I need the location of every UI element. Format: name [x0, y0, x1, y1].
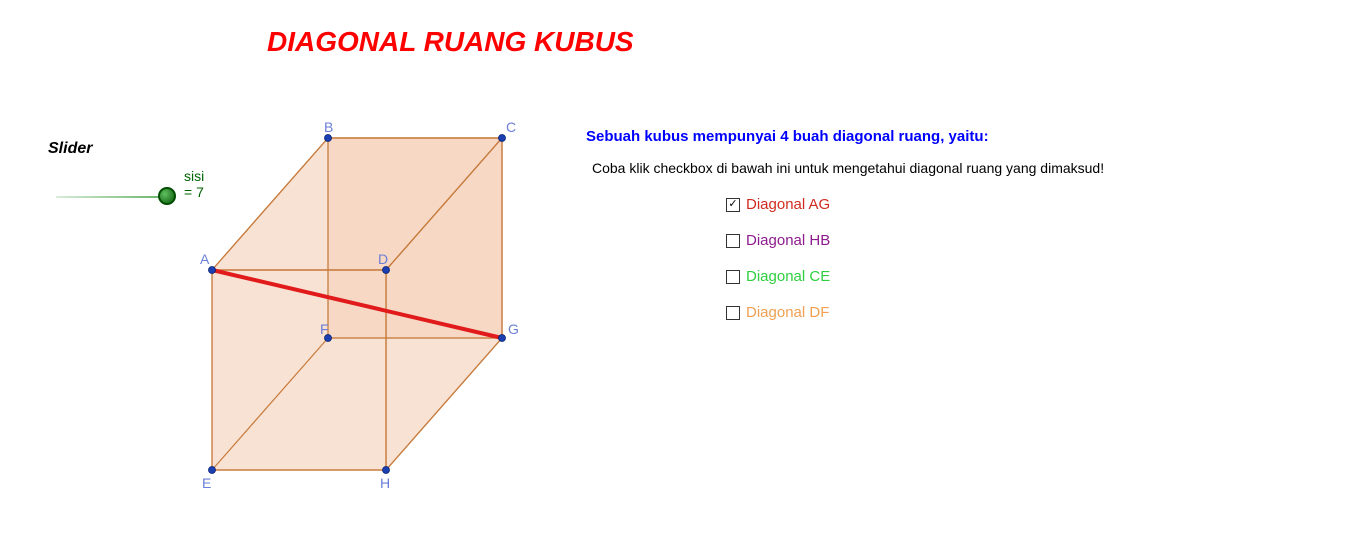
slider-label: Slider [48, 140, 92, 158]
slider-knob[interactable] [158, 187, 176, 205]
checkbox-box-icon [726, 270, 740, 284]
slider-widget[interactable]: Slider sisi = 7 [48, 140, 92, 158]
checkbox-diagonal-ag[interactable]: ✓ Diagonal AG [726, 196, 830, 213]
checkbox-box-icon: ✓ [726, 198, 740, 212]
svg-text:F: F [320, 321, 329, 337]
svg-text:D: D [378, 251, 388, 267]
checkbox-label: Diagonal HB [746, 232, 830, 249]
cube-diagram: A B C D E F G H [176, 110, 546, 530]
panel-subtext: Coba klik checkbox di bawah ini untuk me… [592, 160, 1104, 176]
checkbox-diagonal-df[interactable]: Diagonal DF [726, 304, 829, 321]
svg-text:H: H [380, 475, 390, 491]
checkbox-box-icon [726, 306, 740, 320]
page-title: DIAGONAL RUANG KUBUS [267, 26, 634, 58]
svg-text:B: B [324, 119, 333, 135]
checkbox-diagonal-ce[interactable]: Diagonal CE [726, 268, 830, 285]
panel-heading: Sebuah kubus mempunyai 4 buah diagonal r… [586, 128, 989, 145]
slider-track[interactable] [56, 196, 166, 198]
svg-text:G: G [508, 321, 519, 337]
svg-text:E: E [202, 475, 211, 491]
checkbox-diagonal-hb[interactable]: Diagonal HB [726, 232, 830, 249]
svg-text:A: A [200, 251, 210, 267]
checkbox-label: Diagonal DF [746, 304, 829, 321]
checkbox-label: Diagonal AG [746, 196, 830, 213]
checkbox-box-icon [726, 234, 740, 248]
svg-text:C: C [506, 119, 516, 135]
checkbox-label: Diagonal CE [746, 268, 830, 285]
